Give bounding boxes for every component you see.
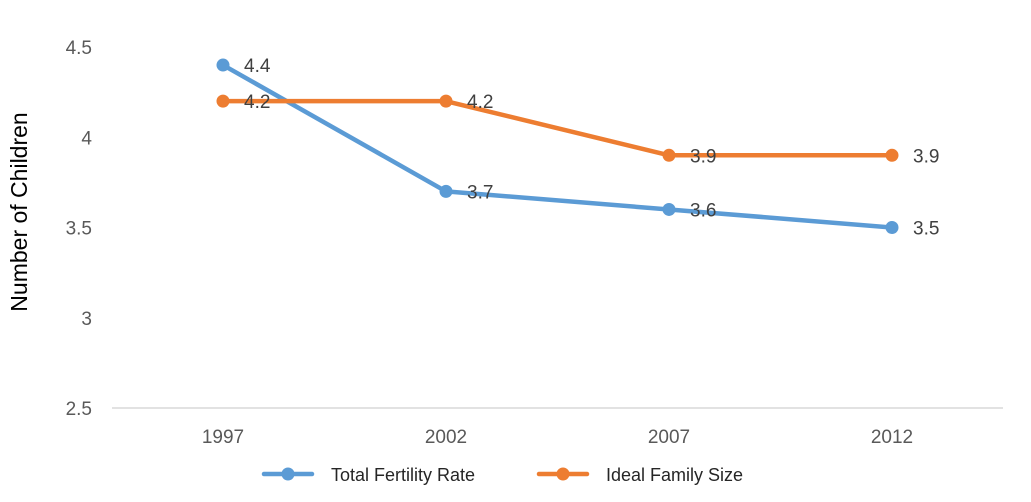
- y-tick-label: 4.5: [66, 38, 92, 59]
- data-label: 4.4: [244, 56, 271, 77]
- data-point: [216, 94, 230, 108]
- y-tick-label: 3: [81, 309, 92, 330]
- data-label: 3.7: [467, 182, 493, 203]
- data-point: [216, 58, 230, 72]
- data-point: [439, 184, 453, 198]
- x-tick-label: 2002: [425, 427, 467, 448]
- data-label: 3.6: [690, 200, 716, 221]
- data-point: [885, 148, 899, 162]
- legend-label: Total Fertility Rate: [331, 465, 475, 485]
- data-point: [885, 221, 899, 234]
- data-label: 4.2: [244, 92, 270, 113]
- data-label: 3.5: [913, 219, 939, 240]
- series-line: [220, 98, 895, 158]
- legend-marker: [556, 467, 570, 481]
- legend: Total Fertility Rate Ideal Family Size: [261, 465, 743, 485]
- series-line: [220, 62, 895, 230]
- x-tick-label: 1997: [202, 427, 244, 448]
- x-tick-labels: 1997 2002 2007 2012: [202, 427, 913, 448]
- x-tick-label: 2007: [648, 427, 690, 448]
- y-tick-label: 2.5: [66, 399, 92, 420]
- data-label: 3.9: [913, 146, 939, 167]
- legend-label: Ideal Family Size: [606, 465, 743, 485]
- y-axis-title: Number of Children: [6, 112, 32, 311]
- data-point: [439, 94, 453, 108]
- data-label: 4.2: [467, 92, 493, 113]
- series-group: 4.4 3.7 3.6 3.5 4.2 4.2 3.9 3.9: [216, 56, 939, 240]
- data-point: [662, 202, 676, 216]
- y-tick-labels: 2.5 3 3.5 4 4.5: [66, 38, 93, 420]
- y-tick-label: 3.5: [66, 219, 92, 240]
- x-tick-label: 2012: [871, 427, 913, 448]
- legend-marker: [281, 467, 295, 481]
- y-tick-label: 4: [81, 128, 92, 149]
- data-point: [662, 148, 676, 162]
- data-label: 3.9: [690, 146, 716, 167]
